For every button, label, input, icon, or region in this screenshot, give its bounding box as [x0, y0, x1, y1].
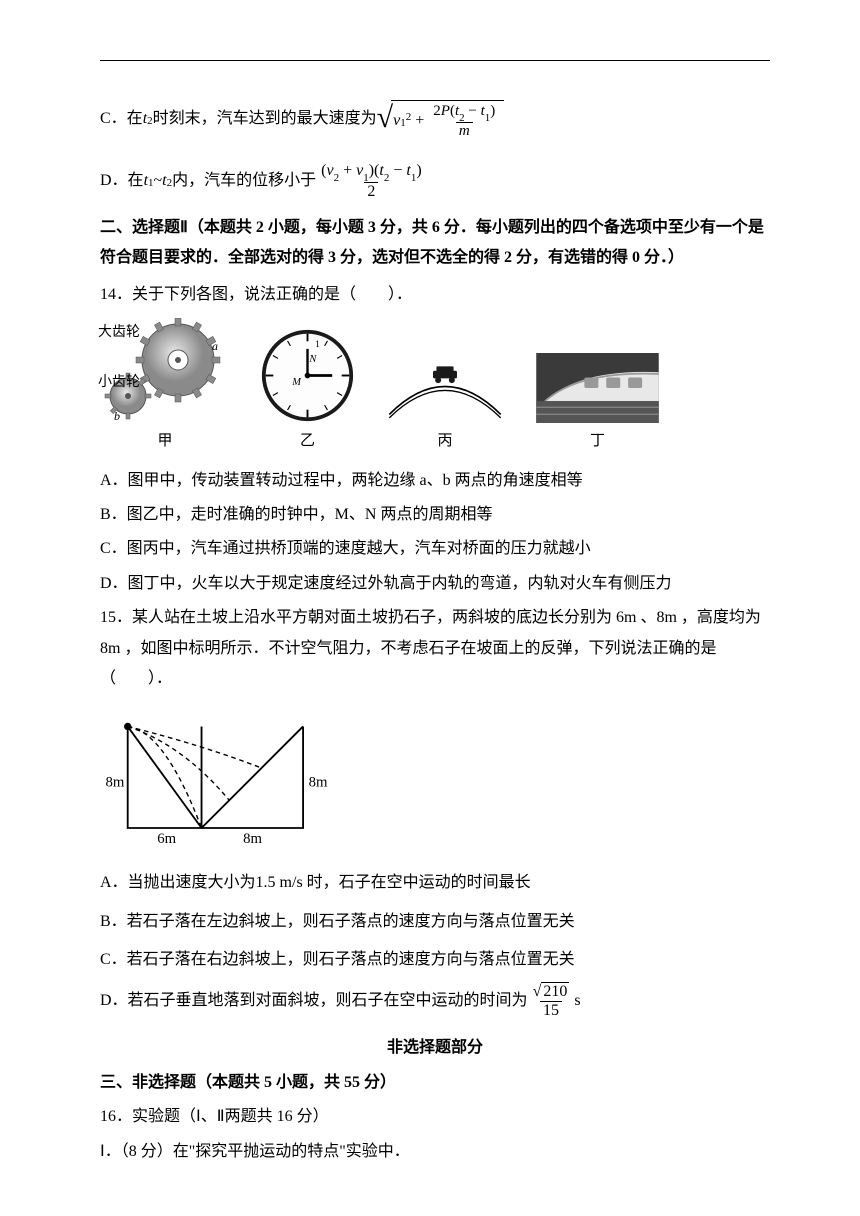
q14-opt-a: A．图甲中，传动装置转动过程中，两轮边缘 a、b 两点的角速度相等	[100, 466, 770, 496]
q13-option-d: D．在 t1 ~ t2 内，汽车的位移小于 (v2 + v1)(t2 − t1)…	[100, 162, 770, 201]
section-2-title: 二、选择题Ⅱ（本题共 2 小题，每小题 3 分，共 6 分．每小题列出的四个备选…	[100, 213, 770, 274]
gear-label-small: 小齿轮	[98, 370, 140, 397]
clock-icon: M N 1	[260, 328, 355, 423]
q14-cap-d: 丁	[590, 427, 605, 456]
bridge-icon	[385, 363, 505, 423]
q14-opt-d: D．图丁中，火车以大于规定速度经过外轨高于内轨的弯道，内轨对火车有侧压力	[100, 569, 770, 599]
q14-img-b-col: M N 1 乙	[260, 328, 355, 456]
gear-label-big: 大齿轮	[98, 320, 140, 347]
q14-stem: 14．关于下列各图，说法正确的是（ ）．	[100, 280, 770, 310]
q14-images-row: a b 甲	[100, 318, 770, 456]
q14-cap-a: 甲	[157, 427, 172, 456]
nonchoice-title: 非选择题部分	[100, 1033, 770, 1063]
q15-opt-c: C．若石子落在右边斜坡上，则石子落点的速度方向与落点位置无关	[100, 945, 770, 975]
q14-img-d-col: 丁	[535, 353, 660, 456]
q15-optd-prefix: D．若石子垂直地落到对面斜坡，则石子在空中运动的时间为	[100, 986, 528, 1016]
q15-stem: 15．某人站在土坡上沿水平方朝对面土坡扔石子，两斜坡的底边长分别为 6m 、8m…	[100, 603, 770, 694]
svg-text:b: b	[114, 409, 120, 423]
q15-opt-a: A．当抛出速度大小为1.5 m/s 时，石子在空中运动的时间最长	[100, 868, 770, 898]
svg-text:8m: 8m	[106, 775, 125, 791]
q15-optd-formula: √210 15	[528, 983, 575, 1019]
svg-text:1: 1	[315, 340, 320, 350]
svg-text:8m: 8m	[243, 831, 262, 847]
q15-opt-d: D．若石子垂直地落到对面斜坡，则石子在空中运动的时间为 √210 15 s	[100, 983, 770, 1019]
q14-opt-b: B．图乙中，走时准确的时钟中，M、N 两点的周期相等	[100, 500, 770, 530]
train-icon	[535, 353, 660, 423]
optd-formula: (v2 + v1)(t2 − t1) 2	[316, 162, 427, 201]
optc-mid: 时刻末，汽车达到的最大速度为	[153, 104, 377, 134]
q15-opt-b: B．若石子落在左边斜坡上，则石子落点的速度方向与落点位置无关	[100, 907, 770, 937]
q14-cap-c: 丙	[437, 427, 452, 456]
optd-mid: 内，汽车的位移小于	[172, 166, 316, 196]
svg-text:a: a	[212, 339, 218, 353]
q16-part-i: Ⅰ．（8 分）在"探究平抛运动的特点"实验中．	[100, 1137, 770, 1167]
optc-prefix: C．在	[100, 104, 143, 134]
q15-diagram: 8m 6m 8m 8m	[100, 708, 340, 846]
q16-stem: 16．实验题（Ⅰ、Ⅱ两题共 16 分）	[100, 1102, 770, 1132]
top-rule	[100, 60, 770, 61]
q13-option-c: C．在 t2 时刻末，汽车达到的最大速度为 √ v12 + 2P(t2 − t1…	[100, 91, 770, 148]
optd-prefix: D．在	[100, 166, 144, 196]
optd-range: t1 ~ t2	[144, 166, 173, 196]
optc-formula: √ v12 + 2P(t2 − t1) m	[377, 91, 505, 148]
section-3-title: 三、非选择题（本题共 5 小题，共 55 分）	[100, 1068, 770, 1098]
svg-text:8m: 8m	[309, 775, 328, 791]
svg-text:N: N	[308, 354, 317, 365]
q14-opt-c: C．图丙中，汽车通过拱桥顶端的速度越大，汽车对桥面的压力就越小	[100, 534, 770, 564]
q14-img-c-col: 丙	[385, 363, 505, 456]
q15-optd-suffix: s	[574, 986, 580, 1016]
svg-text:M: M	[291, 377, 302, 388]
svg-text:6m: 6m	[157, 831, 176, 847]
q14-cap-b: 乙	[300, 427, 315, 456]
optc-t2: t2	[143, 104, 153, 134]
